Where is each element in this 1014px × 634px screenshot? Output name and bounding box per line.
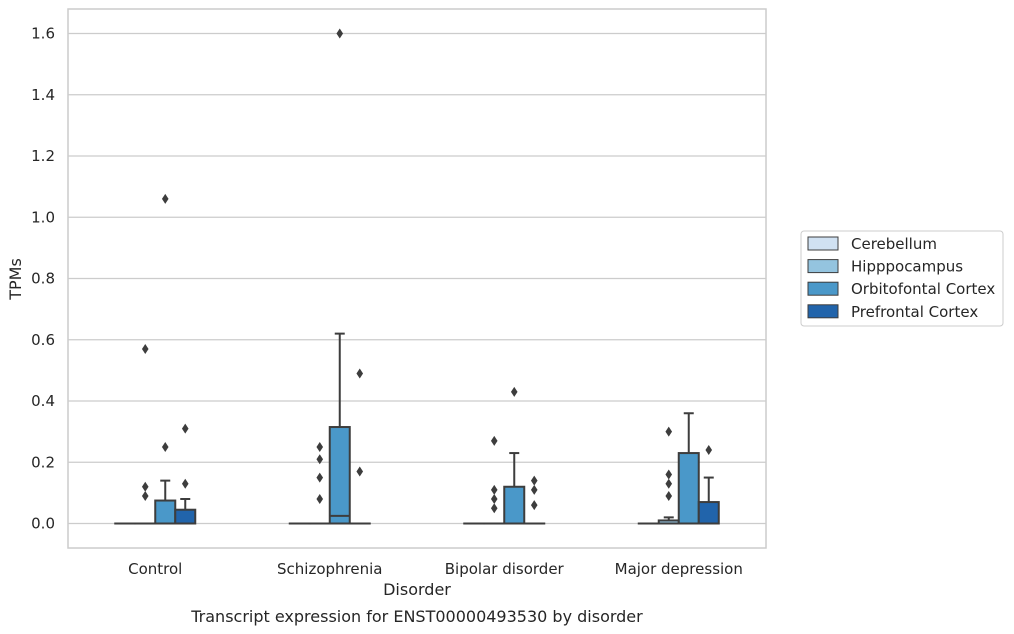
outlier-point: [665, 469, 673, 480]
outlier-point: [316, 494, 324, 504]
y-axis-label: TPMs: [6, 258, 25, 301]
y-tick-label: 0.2: [31, 453, 55, 471]
outlier-point: [181, 423, 189, 434]
x-tick-label: Control: [128, 560, 182, 578]
y-tick-label: 1.4: [31, 86, 55, 104]
outlier-point: [530, 484, 538, 495]
chart-caption: Transcript expression for ENST0000049353…: [190, 607, 643, 626]
outlier-point: [356, 368, 364, 379]
outlier-point: [161, 193, 169, 204]
outlier-point: [316, 441, 324, 452]
plot-frame: [67, 8, 767, 549]
outlier-point: [141, 343, 149, 354]
y-tick-labels: 0.0 0.2 0.4 0.6 0.8 1.0 1.2 1.4 1.6: [31, 25, 55, 533]
x-tick-labels: Control Schizophrenia Bipolar disorder Majo…: [128, 560, 743, 578]
outlier-point: [490, 494, 498, 504]
x-tick-label: Bipolar disorder: [445, 560, 565, 578]
outlier-point: [665, 478, 673, 489]
legend-swatch: [807, 304, 839, 319]
gridlines: [68, 32, 766, 525]
outlier-point: [705, 445, 713, 455]
x-tick-label: Major depression: [615, 560, 743, 578]
outliers: [141, 28, 713, 514]
box-prefrontal-cortex: [697, 501, 720, 525]
outlier-point: [141, 490, 149, 501]
y-tick-label: 1.6: [31, 25, 55, 43]
x-axis-label: Disorder: [383, 580, 451, 599]
y-tick-label: 0.8: [31, 270, 55, 288]
outlier-point: [490, 435, 498, 446]
outlier-point: [181, 478, 189, 489]
outlier-point: [510, 386, 518, 397]
box-prefrontal-cortex: [174, 508, 197, 525]
outlier-point: [530, 500, 538, 511]
legend-label: Hipppocampus: [851, 258, 963, 276]
outlier-point: [530, 475, 538, 486]
legend-swatch: [807, 259, 839, 274]
outlier-point: [336, 28, 344, 39]
box-orbitofontal-cortex: [503, 485, 526, 525]
box-orbitofontal-cortex: [677, 452, 700, 525]
outlier-point: [356, 466, 364, 477]
legend-label: Orbitofontal Cortex: [851, 280, 995, 298]
y-tick-label: 0.0: [31, 515, 55, 533]
y-tick-label: 0.4: [31, 392, 55, 410]
outlier-point: [665, 426, 673, 437]
y-tick-label: 1.0: [31, 208, 55, 226]
legend: Cerebellum Hipppocampus Orbitofontal Corte…: [800, 230, 1004, 327]
y-tick-label: 1.2: [31, 147, 55, 165]
box-orbitofontal-cortex: [328, 426, 351, 525]
outlier-point: [141, 481, 149, 492]
legend-label: Cerebellum: [851, 235, 937, 253]
outlier-point: [665, 490, 673, 501]
boxes: [114, 332, 720, 525]
legend-swatch: [807, 281, 839, 296]
outlier-point: [316, 472, 324, 483]
legend-swatch: [807, 236, 839, 251]
x-tick-label: Schizophrenia: [277, 560, 382, 578]
outlier-point: [490, 503, 498, 514]
outlier-point: [316, 454, 324, 465]
legend-frame: [800, 230, 1004, 327]
outlier-point: [161, 441, 169, 452]
box-orbitofontal-cortex: [154, 499, 177, 525]
outlier-point: [490, 484, 498, 495]
y-tick-label: 0.6: [31, 331, 55, 349]
legend-label: Prefrontal Cortex: [851, 303, 978, 321]
